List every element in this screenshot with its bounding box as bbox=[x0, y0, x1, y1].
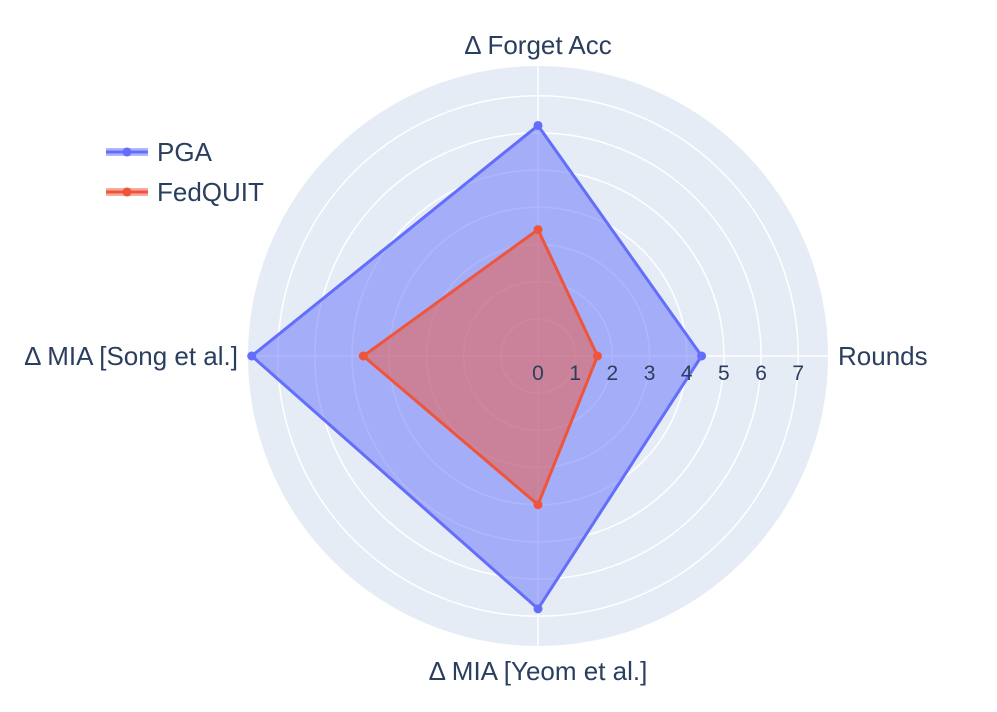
axis-labels: Rounds Δ Forget Acc Δ MIA [Song et al.] Δ M… bbox=[24, 30, 928, 686]
data-point-pga bbox=[697, 351, 707, 361]
radial-ticks: 0 1 2 3 4 5 6 7 bbox=[532, 362, 804, 385]
legend-marker bbox=[122, 147, 132, 157]
data-point-fedquit bbox=[358, 351, 368, 361]
data-point-pga bbox=[247, 351, 257, 361]
legend-label: FedQUIT bbox=[157, 177, 264, 207]
data-point-fedquit bbox=[533, 500, 543, 510]
radial-tick-label: 5 bbox=[718, 362, 730, 385]
legend-label: PGA bbox=[157, 137, 213, 167]
radial-tick-label: 4 bbox=[681, 362, 693, 385]
legend-marker bbox=[122, 187, 132, 197]
legend-item-fedquit[interactable]: FedQUIT bbox=[106, 177, 264, 207]
radial-tick-label: 3 bbox=[644, 362, 656, 385]
data-point-pga bbox=[533, 604, 543, 614]
series-layer bbox=[247, 120, 707, 614]
axis-label-rounds: Rounds bbox=[838, 341, 928, 371]
axis-label-mia-yeom: Δ MIA [Yeom et al.] bbox=[429, 656, 648, 686]
legend[interactable]: PGA FedQUIT bbox=[106, 137, 264, 207]
radial-tick-label: 0 bbox=[532, 362, 544, 385]
axis-label-mia-song: Δ MIA [Song et al.] bbox=[24, 341, 238, 371]
radial-tick-label: 1 bbox=[569, 362, 581, 385]
legend-item-pga[interactable]: PGA bbox=[106, 137, 213, 167]
radial-tick-label: 2 bbox=[607, 362, 619, 385]
data-point-pga bbox=[533, 120, 543, 130]
radial-tick-label: 6 bbox=[755, 362, 767, 385]
data-point-fedquit bbox=[533, 225, 543, 235]
data-point-fedquit bbox=[592, 351, 602, 361]
radial-tick-label: 7 bbox=[792, 362, 804, 385]
axis-label-forget-acc: Δ Forget Acc bbox=[464, 30, 611, 60]
